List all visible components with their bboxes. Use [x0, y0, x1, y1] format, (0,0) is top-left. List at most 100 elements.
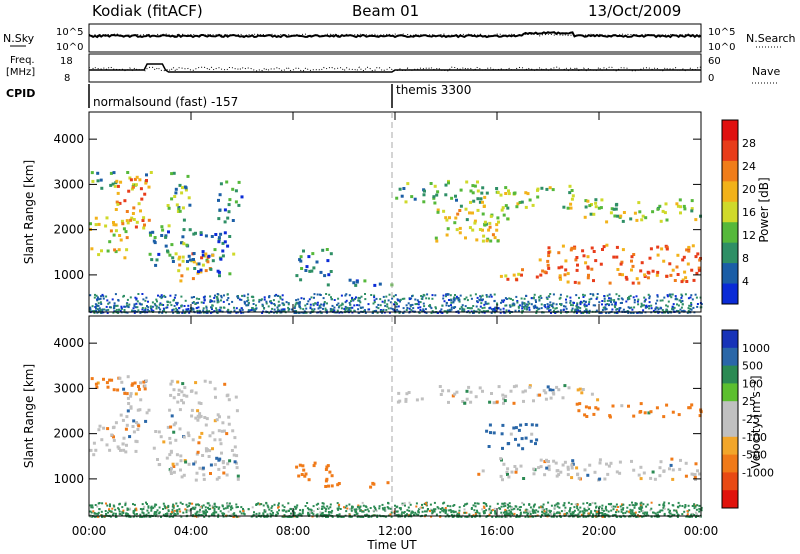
power-cell: [388, 293, 391, 296]
velocity-cell: [620, 510, 623, 513]
power-cell: [455, 295, 458, 298]
power-cell: [94, 306, 97, 308]
power-cell: [568, 184, 572, 188]
power-cell: [535, 312, 538, 314]
velocity-cell: [118, 510, 121, 513]
power-cell: [402, 307, 405, 310]
velocity-cell: [189, 389, 193, 393]
velocity-cell: [164, 506, 167, 508]
velocity-cell: [197, 401, 201, 405]
velocity-cell: [485, 509, 488, 512]
power-cell: [217, 240, 221, 244]
velocity-cell: [468, 513, 471, 516]
power-cell: [150, 258, 154, 262]
velocity-cell: [195, 471, 199, 475]
velocity-cell: [355, 512, 358, 515]
velocity-cell: [356, 505, 359, 508]
velocity-cell: [535, 438, 539, 442]
power-cell: [637, 311, 639, 314]
velocity-cell: [608, 415, 612, 419]
power-cell: [441, 312, 444, 314]
power-cell: [309, 303, 312, 306]
power-cell: [115, 308, 118, 311]
power-cell: [590, 297, 593, 300]
velocity-cell: [266, 513, 269, 516]
power-cell: [470, 307, 473, 310]
velocity-cell: [652, 511, 654, 514]
velocity-cell: [181, 382, 185, 386]
velocity-cell: [101, 502, 104, 505]
power-cell: [181, 206, 185, 210]
power-cell: [105, 295, 108, 298]
power-cell: [478, 228, 482, 231]
power-cell: [150, 309, 153, 312]
velocity-cell: [564, 506, 567, 509]
power-cell: [398, 187, 402, 191]
velocity-cell: [116, 445, 120, 449]
velocity-cell: [684, 505, 687, 508]
velocity-cell: [504, 513, 506, 516]
power-cell: [538, 298, 541, 301]
nsky-tick-bottom: 10^0: [56, 42, 83, 53]
velocity-cell: [601, 516, 604, 518]
power-cell: [421, 295, 424, 298]
power-colorbar-tick: 4: [742, 275, 749, 288]
velocity-cell: [172, 388, 176, 392]
power-cell: [483, 223, 487, 227]
power-cell: [133, 177, 137, 181]
velocity-cell: [135, 507, 138, 510]
velocity-cell: [581, 510, 584, 513]
velocity-cell: [173, 514, 176, 517]
velocity-cell: [622, 512, 625, 515]
velocity-cell: [537, 510, 540, 513]
velocity-cell: [170, 511, 173, 514]
power-cell: [182, 242, 186, 246]
power-cell: [143, 309, 146, 312]
power-cell: [637, 298, 640, 301]
power-cell: [643, 273, 647, 277]
velocity-cell: [678, 467, 682, 471]
velocity-colorbar-tick: -100: [742, 431, 767, 444]
power-cell: [493, 293, 496, 296]
power-cell: [625, 277, 629, 281]
velocity-cell: [146, 509, 149, 512]
power-cell: [323, 301, 326, 303]
velocity-cell: [506, 506, 509, 509]
velocity-cell: [431, 509, 433, 512]
power-cell: [177, 206, 181, 209]
power-cell: [118, 234, 122, 237]
power-cell: [113, 305, 116, 308]
velocity-cell: [215, 511, 218, 514]
power-cell: [359, 306, 362, 309]
velocity-cell: [668, 467, 671, 471]
power-cell: [582, 293, 584, 296]
velocity-cell: [446, 513, 449, 516]
velocity-cell: [272, 511, 274, 514]
velocity-cell: [569, 508, 571, 511]
velocity-cell: [169, 449, 173, 453]
velocity-cell: [119, 413, 123, 417]
power-cell: [193, 267, 197, 270]
velocity-cell: [546, 385, 550, 389]
power-cell: [164, 244, 168, 248]
power-y-axis-label: Slant Range [km]: [22, 160, 36, 264]
power-colorbar-segment: [722, 222, 738, 244]
velocity-cell: [556, 505, 559, 508]
velocity-cell: [456, 514, 459, 517]
velocity-cell: [327, 484, 330, 488]
power-cell: [299, 255, 303, 259]
velocity-cell: [110, 510, 113, 513]
power-cell: [159, 295, 162, 298]
velocity-cell: [167, 509, 170, 512]
power-cell: [333, 299, 336, 301]
power-cell: [472, 305, 475, 307]
velocity-cell: [401, 503, 404, 506]
power-cell: [644, 299, 646, 302]
velocity-cell: [408, 501, 411, 504]
velocity-cell: [164, 513, 167, 515]
power-cell: [450, 299, 453, 302]
velocity-cell: [520, 437, 524, 441]
power-cell: [528, 306, 531, 309]
velocity-cell: [684, 461, 688, 465]
freq-strip-frame: [88, 53, 702, 83]
